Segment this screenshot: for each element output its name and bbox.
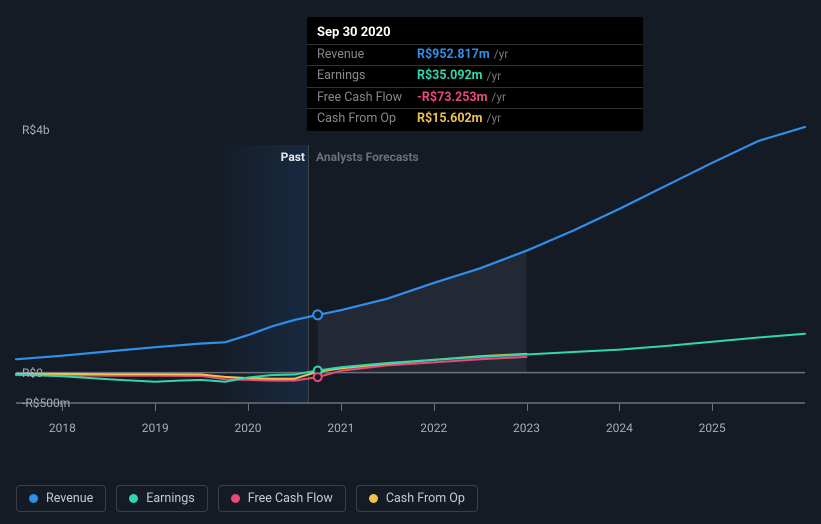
tooltip-date: Sep 30 2020	[307, 23, 643, 44]
tooltip-row: RevenueR$952.817m/yr	[307, 44, 643, 65]
legend-label: Cash From Op	[386, 491, 465, 506]
tooltip-label: Free Cash Flow	[317, 90, 417, 106]
tooltip-row: EarningsR$35.092m/yr	[307, 65, 643, 86]
legend-dot	[29, 494, 38, 503]
x-tick-label: 2018	[49, 421, 76, 435]
legend-label: Free Cash Flow	[248, 491, 333, 506]
x-tick-label: 2020	[235, 421, 262, 435]
tooltip-unit: /yr	[487, 69, 502, 85]
legend-dot	[129, 494, 138, 503]
legend-item-revenue[interactable]: Revenue	[16, 485, 106, 512]
x-tick	[62, 403, 63, 411]
legend-dot	[369, 494, 378, 503]
marker-revenue	[313, 310, 322, 319]
marker-free_cash_flow	[314, 373, 322, 381]
tooltip-value: R$15.602m	[417, 111, 483, 127]
legend: Revenue Earnings Free Cash Flow Cash From O…	[16, 485, 478, 512]
legend-dot	[231, 494, 240, 503]
tooltip-unit: /yr	[494, 47, 509, 63]
tooltip-row: Cash From OpR$15.602m/yr	[307, 108, 643, 129]
tooltip-unit: /yr	[491, 90, 506, 106]
y-tick-label: R$0	[22, 366, 43, 380]
x-tick-label: 2023	[513, 421, 540, 435]
x-tick	[434, 403, 435, 411]
legend-item-earnings[interactable]: Earnings	[116, 485, 207, 512]
legend-label: Earnings	[146, 491, 194, 506]
tooltip-value: -R$73.253m	[417, 90, 487, 106]
forecast-fill	[318, 251, 527, 373]
x-tick	[712, 403, 713, 411]
legend-item-free-cash-flow[interactable]: Free Cash Flow	[218, 485, 346, 512]
financial-chart: Past Analysts Forecasts R$4bR$0-R$500m20…	[16, 120, 805, 440]
y-tick-label: R$4b	[22, 123, 50, 137]
x-tick-label: 2019	[142, 421, 169, 435]
x-tick	[341, 403, 342, 411]
tooltip: Sep 30 2020 RevenueR$952.817m/yrEarnings…	[307, 17, 643, 131]
x-tick-label: 2024	[606, 421, 633, 435]
x-tick-label: 2022	[420, 421, 447, 435]
tooltip-value: R$952.817m	[417, 47, 490, 63]
x-tick-label: 2025	[699, 421, 726, 435]
tooltip-row: Free Cash Flow-R$73.253m/yr	[307, 87, 643, 108]
x-tick	[248, 403, 249, 411]
tooltip-rows: RevenueR$952.817m/yrEarningsR$35.092m/yr…	[307, 44, 643, 129]
plot-svg	[16, 120, 805, 440]
x-tick	[527, 403, 528, 411]
tooltip-label: Cash From Op	[317, 111, 417, 127]
x-tick	[155, 403, 156, 411]
tooltip-label: Earnings	[317, 68, 417, 84]
tooltip-label: Revenue	[317, 47, 417, 63]
x-tick-label: 2021	[327, 421, 354, 435]
tooltip-unit: /yr	[487, 111, 502, 127]
legend-label: Revenue	[46, 491, 93, 506]
tooltip-value: R$35.092m	[417, 68, 483, 84]
legend-item-cash-from-op[interactable]: Cash From Op	[356, 485, 478, 512]
x-tick	[619, 403, 620, 411]
